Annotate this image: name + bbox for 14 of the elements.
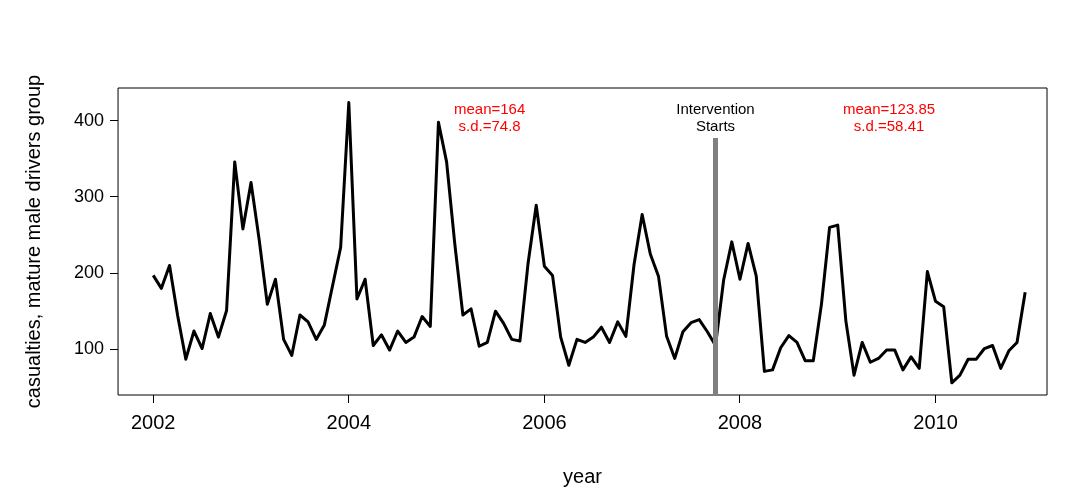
ref-line-label: Intervention Starts <box>676 99 755 134</box>
y-tick-label: 200 <box>73 262 105 283</box>
y-tick-label: 400 <box>73 109 105 130</box>
annotation: mean=123.85 s.d.=58.41 <box>842 99 936 134</box>
y-axis-title: casualties, mature male drivers group <box>21 74 44 409</box>
y-tick-label: 100 <box>73 338 105 359</box>
x-axis-title: year <box>563 464 603 487</box>
annotation: mean=164 s.d.=74.8 <box>453 99 526 134</box>
x-tick-label: 2010 <box>913 410 958 433</box>
x-tick-label: 2006 <box>522 410 567 433</box>
y-tick-label: 300 <box>73 185 105 206</box>
x-tick-label: 2002 <box>130 410 176 433</box>
x-tick-label: 2004 <box>326 410 372 433</box>
x-tick-label: 2008 <box>717 410 763 433</box>
